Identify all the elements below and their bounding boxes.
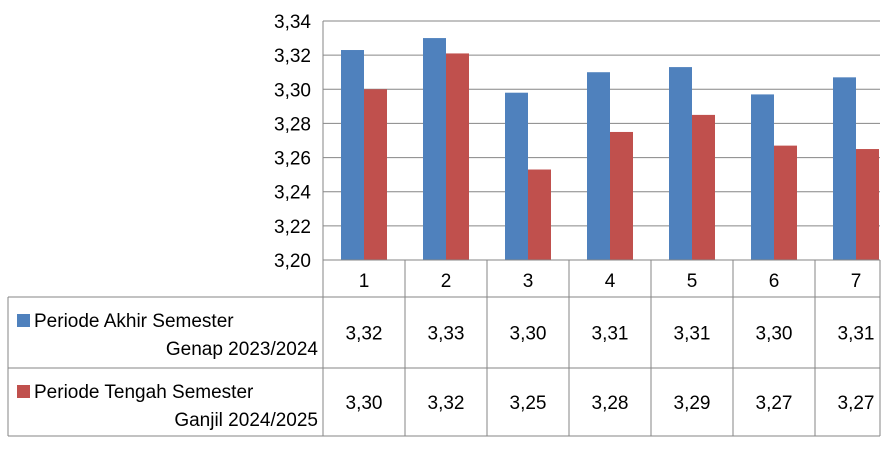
- x-category-label: 2: [441, 271, 452, 292]
- bar: [364, 89, 387, 261]
- bar: [423, 38, 446, 261]
- x-category-label: 6: [769, 271, 780, 292]
- table-value: 3,31: [838, 324, 875, 345]
- legend-label: Periode Tengah Semester: [34, 382, 254, 403]
- legend-label: Genap 2023/2024: [166, 339, 319, 360]
- bar: [833, 77, 856, 260]
- x-category-label: 4: [605, 271, 616, 292]
- table-value: 3,33: [428, 324, 465, 345]
- bar: [856, 149, 879, 260]
- x-category-label: 7: [851, 271, 862, 292]
- y-tick-label: 3,30: [274, 80, 311, 101]
- data-table: 1 2 3 4 5 6 7 Periode Akhir Semester Genap 2023/…: [7, 259, 881, 437]
- table-value: 3,30: [346, 393, 383, 414]
- y-tick-label: 3,22: [274, 217, 311, 238]
- y-tick-label: 3,26: [274, 149, 311, 170]
- table-value: 3,28: [592, 393, 629, 414]
- bar: [669, 67, 692, 260]
- table-value: 3,27: [756, 393, 793, 414]
- y-tick-label: 3,24: [274, 183, 311, 204]
- table-value: 3,32: [346, 324, 383, 345]
- y-tick-label: 3,20: [274, 251, 311, 272]
- table-value: 3,30: [510, 324, 547, 345]
- bar: [587, 72, 610, 260]
- bar: [692, 114, 715, 261]
- table-value: 3,29: [674, 393, 711, 414]
- table-value: 3,31: [674, 324, 711, 345]
- table-value: 3,27: [838, 393, 875, 414]
- bar: [774, 145, 797, 260]
- table-value: 3,31: [592, 324, 629, 345]
- y-axis: 3,20 3,22 3,24 3,26 3,28 3,30 3,32 3,34: [274, 12, 324, 272]
- table-value: 3,32: [428, 393, 465, 414]
- bar: [505, 92, 528, 260]
- y-tick-label: 3,34: [274, 12, 311, 33]
- table-value: 3,30: [756, 324, 793, 345]
- y-tick-label: 3,28: [274, 114, 311, 135]
- legend-swatch: [17, 385, 30, 398]
- bar: [610, 131, 633, 260]
- x-category-label: 5: [687, 271, 698, 292]
- x-category-label: 1: [359, 271, 370, 292]
- legend-swatch: [17, 314, 30, 327]
- bar: [528, 169, 551, 260]
- y-tick-label: 3,32: [274, 46, 311, 67]
- bars: [341, 38, 879, 261]
- bar: [446, 53, 469, 260]
- table-value: 3,25: [510, 393, 547, 414]
- bar: [751, 94, 774, 261]
- bar: [341, 50, 364, 261]
- legend-label: Ganjil 2024/2025: [174, 410, 318, 431]
- legend-label: Periode Akhir Semester: [34, 311, 234, 332]
- x-category-label: 3: [523, 271, 534, 292]
